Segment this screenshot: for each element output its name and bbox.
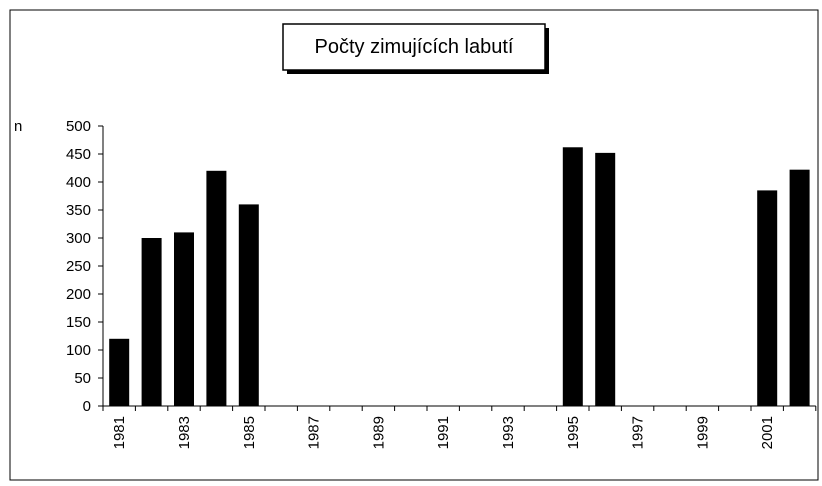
chart-frame (9, 9, 819, 481)
bar (174, 232, 194, 406)
bar (789, 169, 810, 406)
chart-title: Počty zimujících labutí (315, 36, 514, 58)
x-tick-label: 1983 (176, 416, 193, 449)
x-tick-label: 1987 (306, 416, 323, 449)
y-tick-label: 100 (66, 342, 91, 359)
y-tick-label: 250 (66, 258, 91, 275)
bar (757, 190, 778, 406)
x-tick-label: 1995 (565, 416, 582, 449)
y-tick-label: 400 (66, 174, 91, 191)
y-tick-label: 200 (66, 286, 91, 303)
y-tick-label: 300 (66, 230, 91, 247)
bar (595, 152, 616, 406)
x-tick-label: 1993 (500, 416, 517, 449)
bar (238, 204, 259, 406)
x-tick-label: 1991 (435, 416, 452, 449)
title-box (282, 23, 546, 71)
y-tick-label: 150 (66, 314, 91, 331)
y-tick-label: 500 (66, 118, 91, 135)
x-tick-label: 1989 (370, 416, 387, 449)
x-tick-label: 1997 (630, 416, 647, 449)
y-tick-label: 0 (83, 398, 91, 415)
x-tick-label: 1999 (694, 416, 711, 449)
bar (109, 338, 130, 406)
y-tick-label: 50 (74, 370, 91, 387)
bar (562, 147, 583, 406)
y-tick-label: 450 (66, 146, 91, 163)
x-tick-label: 1985 (241, 416, 258, 449)
x-tick-label: 1981 (111, 416, 128, 449)
bar (141, 238, 162, 406)
x-tick-label: 2001 (759, 416, 776, 449)
y-tick-label: 350 (66, 202, 91, 219)
bar (206, 170, 227, 406)
y-axis-label: n (14, 118, 22, 135)
